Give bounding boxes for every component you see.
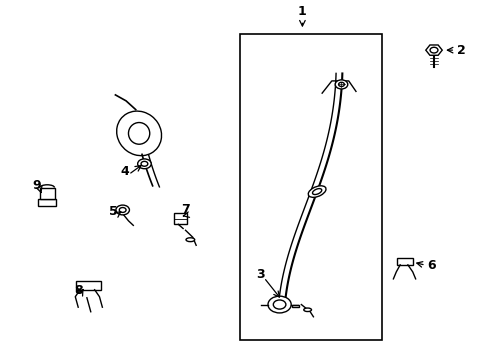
- Circle shape: [334, 80, 347, 89]
- Text: 9: 9: [32, 179, 41, 192]
- Text: 1: 1: [297, 5, 306, 18]
- Text: 8: 8: [74, 284, 82, 297]
- Bar: [76, 281, 101, 290]
- Bar: [291, 305, 299, 307]
- Circle shape: [116, 205, 129, 215]
- Bar: [396, 258, 412, 265]
- Ellipse shape: [303, 308, 311, 311]
- Bar: [40, 188, 54, 199]
- Bar: [38, 199, 56, 206]
- Text: 5: 5: [109, 205, 118, 218]
- Circle shape: [138, 159, 151, 169]
- Text: 6: 6: [427, 259, 435, 272]
- Circle shape: [267, 296, 291, 313]
- Text: 4: 4: [121, 165, 129, 177]
- Bar: [239, 34, 382, 340]
- Circle shape: [338, 82, 344, 86]
- Text: 3: 3: [256, 268, 265, 281]
- Ellipse shape: [128, 122, 149, 144]
- Ellipse shape: [307, 186, 325, 197]
- Circle shape: [429, 47, 437, 53]
- Circle shape: [119, 207, 126, 212]
- Bar: [174, 213, 186, 224]
- Text: 2: 2: [456, 44, 465, 57]
- Ellipse shape: [185, 238, 194, 242]
- Text: 7: 7: [180, 203, 189, 216]
- Circle shape: [273, 300, 285, 309]
- Circle shape: [141, 161, 147, 166]
- Ellipse shape: [312, 189, 321, 194]
